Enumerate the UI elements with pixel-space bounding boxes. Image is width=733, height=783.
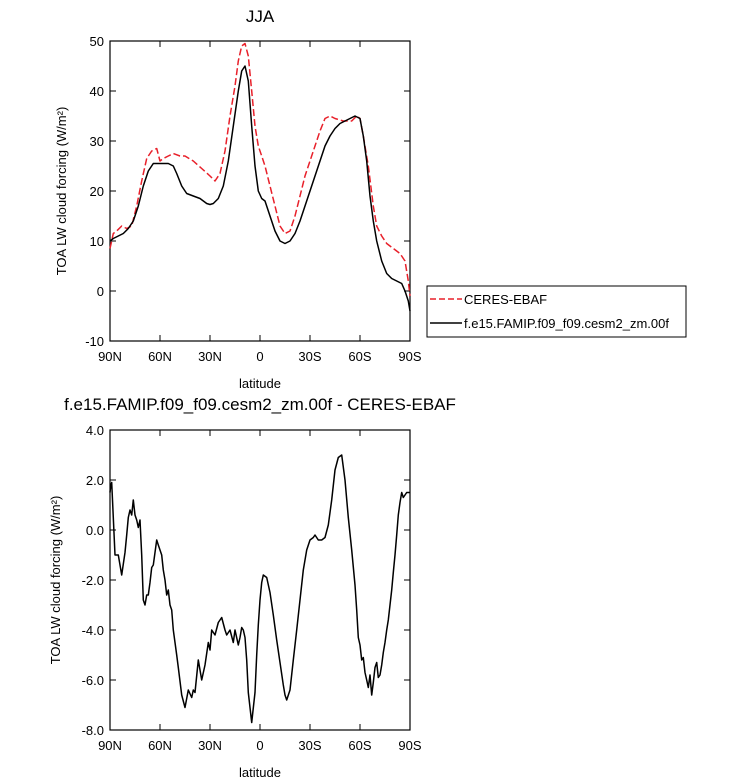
y-tick-label: 20 [90, 184, 104, 199]
x-tick-label: 60S [348, 349, 371, 364]
x-tick-label: 90S [398, 738, 421, 753]
plot-frame [109, 429, 411, 731]
y-axis-label: TOA LW cloud forcing (W/m²) [54, 107, 69, 276]
legend-box [426, 285, 687, 338]
x-tick-label: 90S [398, 349, 421, 364]
y-tick-label: -6.0 [82, 673, 104, 688]
x-tick-label: 60N [148, 738, 172, 753]
legend: CERES-EBAF f.e15.FAMIP.f09_f09.cesm2_zm.… [426, 285, 687, 338]
y-tick-label: -4.0 [82, 623, 104, 638]
y-tick-label: -10 [85, 334, 104, 349]
x-tick-label: 90N [98, 738, 122, 753]
y-tick-label: -2.0 [82, 573, 104, 588]
y-tick-label: 10 [90, 234, 104, 249]
y-tick-label: 0 [97, 284, 104, 299]
chart-difference: f.e15.FAMIP.f09_f09.cesm2_zm.00f - CERES… [48, 395, 456, 780]
x-axis-label: latitude [239, 376, 281, 391]
x-tick-label: 30S [298, 349, 321, 364]
x-tick-label: 60N [148, 349, 172, 364]
y-tick-label: 4.0 [86, 423, 104, 438]
y-tick-label: 40 [90, 84, 104, 99]
x-tick-label: 0 [256, 349, 263, 364]
x-tick-label: 30S [298, 738, 321, 753]
legend-label-ceres: CERES-EBAF [464, 292, 547, 307]
x-tick-label: 90N [98, 349, 122, 364]
chart-title: f.e15.FAMIP.f09_f09.cesm2_zm.00f - CERES… [64, 395, 456, 414]
y-tick-label: 50 [90, 34, 104, 49]
plot-frame [109, 40, 411, 342]
x-tick-label: 60S [348, 738, 371, 753]
x-tick-label: 0 [256, 738, 263, 753]
x-tick-label: 30N [198, 738, 222, 753]
series-line-f-e15-famip-f09-f09-cesm2-zm-00f [109, 65, 411, 312]
series-line-ceres-ebaf [109, 42, 411, 297]
chart-title: JJA [246, 7, 275, 26]
y-tick-label: -8.0 [82, 723, 104, 738]
x-tick-label: 30N [198, 349, 222, 364]
x-axis-label: latitude [239, 765, 281, 780]
chart-seasonal-cloud-forcing: JJA -10 0 10 20 30 40 50 90N 60N 30N 0 30S 60S 90S l… [54, 7, 687, 391]
y-tick-label: 2.0 [86, 473, 104, 488]
y-axis-label: TOA LW cloud forcing (W/m²) [48, 496, 63, 665]
y-tick-label: 30 [90, 134, 104, 149]
legend-label-model: f.e15.FAMIP.f09_f09.cesm2_zm.00f [464, 316, 669, 331]
series-line-difference [109, 454, 410, 724]
y-tick-label: 0.0 [86, 523, 104, 538]
